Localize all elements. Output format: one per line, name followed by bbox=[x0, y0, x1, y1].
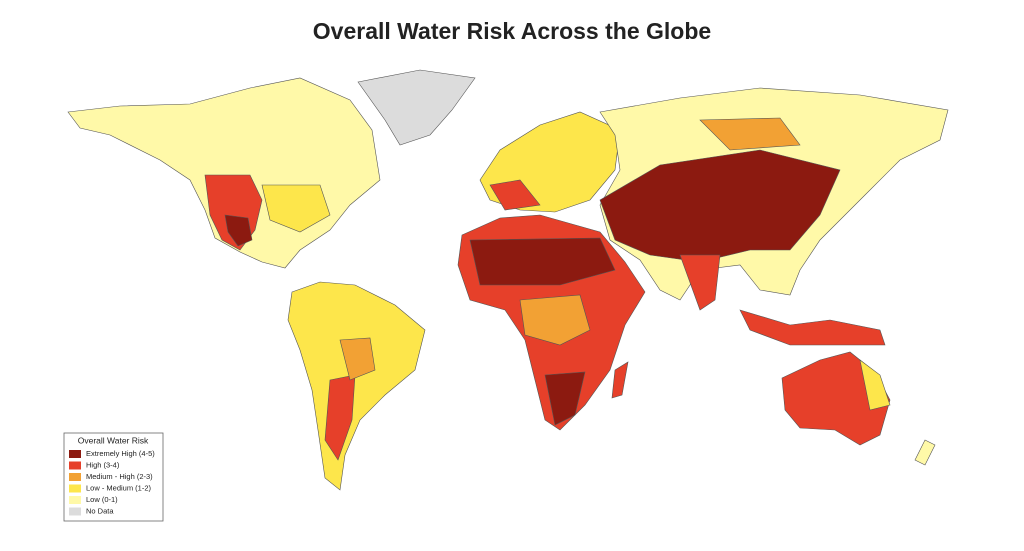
legend-swatch bbox=[69, 484, 81, 493]
legend-label: No Data bbox=[86, 506, 114, 515]
region-high bbox=[324, 374, 356, 461]
region-high bbox=[679, 254, 721, 311]
region-extreme bbox=[469, 237, 616, 286]
greenland bbox=[357, 69, 476, 146]
region-high bbox=[489, 179, 541, 211]
legend-items: Extremely High (4-5) High (3-4) Medium - H… bbox=[69, 449, 155, 516]
map-title: Overall Water Risk Across the Globe bbox=[313, 18, 711, 44]
madagascar bbox=[611, 361, 629, 399]
continents bbox=[67, 69, 949, 491]
region-medium bbox=[699, 117, 801, 151]
legend-title: Overall Water Risk bbox=[78, 435, 149, 445]
region-extreme bbox=[224, 214, 253, 247]
indonesia bbox=[739, 309, 886, 346]
legend-label: Medium - High (2-3) bbox=[86, 472, 153, 481]
region-medium bbox=[339, 337, 376, 381]
legend-label: Low - Medium (1-2) bbox=[86, 483, 152, 492]
south-america bbox=[287, 281, 426, 491]
legend-swatch bbox=[69, 507, 81, 516]
legend-label: Extremely High (4-5) bbox=[86, 449, 155, 458]
legend-swatch bbox=[69, 450, 81, 458]
legend-swatch bbox=[69, 473, 81, 481]
legend-label: High (3-4) bbox=[86, 460, 120, 469]
region-extreme bbox=[599, 149, 841, 263]
legend-swatch bbox=[69, 461, 81, 470]
legend-swatch bbox=[69, 496, 81, 504]
region-medium bbox=[519, 294, 591, 346]
legend: Overall Water Risk Extremely High (4-5) H… bbox=[63, 432, 164, 522]
region-medium bbox=[261, 184, 331, 233]
legend-label: Low (0-1) bbox=[86, 495, 118, 504]
new-zealand bbox=[914, 439, 936, 466]
region-low-medium bbox=[859, 359, 891, 411]
region-extreme bbox=[544, 371, 586, 426]
